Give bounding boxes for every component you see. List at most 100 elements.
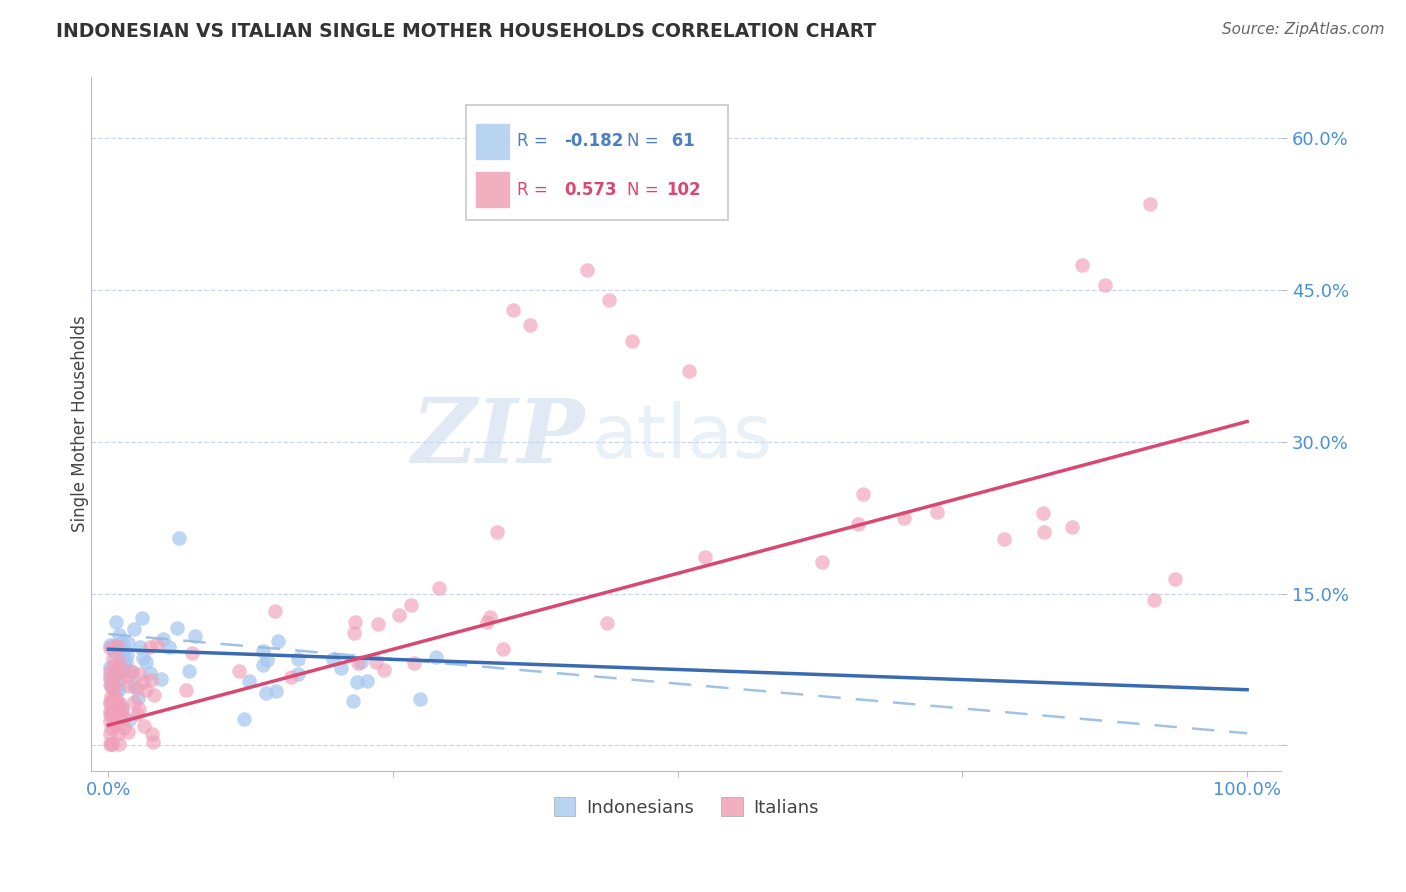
Point xyxy=(98,672,121,686)
Text: N =: N = xyxy=(627,132,658,150)
Point xyxy=(101,708,124,723)
Text: R =: R = xyxy=(517,132,554,150)
Point xyxy=(893,511,915,525)
Point xyxy=(1032,524,1054,539)
Point xyxy=(118,679,141,693)
Point xyxy=(111,656,134,670)
Point xyxy=(329,661,352,675)
Point xyxy=(344,615,367,630)
Point xyxy=(104,697,127,711)
Point xyxy=(98,660,121,674)
Point xyxy=(112,658,135,673)
Point xyxy=(356,674,378,689)
Point xyxy=(252,658,274,673)
Point xyxy=(157,640,180,654)
Point xyxy=(993,532,1015,546)
Point xyxy=(98,678,121,692)
Point xyxy=(114,711,136,725)
Point xyxy=(349,655,371,669)
Point xyxy=(287,652,309,666)
Point xyxy=(132,650,155,665)
Point xyxy=(98,695,121,709)
Point xyxy=(125,681,148,696)
Point xyxy=(143,689,166,703)
Point xyxy=(112,648,135,663)
Point xyxy=(388,608,411,623)
Point xyxy=(110,697,132,711)
Point xyxy=(347,656,370,670)
Point xyxy=(127,690,149,705)
Point xyxy=(101,652,124,666)
Point xyxy=(149,672,172,686)
Point xyxy=(184,629,207,643)
Text: R =: R = xyxy=(517,181,554,199)
Point xyxy=(101,694,124,708)
Point xyxy=(141,727,163,741)
Point xyxy=(103,681,125,696)
Point xyxy=(409,692,432,706)
Point xyxy=(142,735,165,749)
Point xyxy=(100,704,122,718)
Point xyxy=(145,637,167,651)
Text: ZIP: ZIP xyxy=(412,394,585,481)
Point xyxy=(98,664,121,678)
Point xyxy=(103,684,125,698)
Point xyxy=(232,712,254,726)
Point xyxy=(98,696,121,710)
Point xyxy=(103,659,125,673)
Point xyxy=(108,654,131,668)
Point xyxy=(115,648,138,662)
Point xyxy=(280,670,302,684)
Point xyxy=(141,673,163,688)
Point xyxy=(122,695,145,709)
Y-axis label: Single Mother Households: Single Mother Households xyxy=(72,316,89,533)
Text: 102: 102 xyxy=(666,181,700,199)
Point xyxy=(346,675,368,690)
Point xyxy=(98,707,121,722)
Point xyxy=(254,686,277,700)
Point xyxy=(138,640,160,655)
Point xyxy=(678,364,700,378)
Point xyxy=(479,609,502,624)
Point xyxy=(373,663,395,677)
Point xyxy=(115,669,138,683)
Point xyxy=(134,655,156,669)
Point xyxy=(112,722,135,736)
Point xyxy=(264,684,287,698)
Point xyxy=(103,669,125,683)
Point xyxy=(128,702,150,716)
Point xyxy=(925,506,948,520)
Point xyxy=(575,262,598,277)
Point xyxy=(105,692,128,706)
Point xyxy=(107,727,129,741)
Point xyxy=(129,640,152,654)
Point xyxy=(98,726,121,740)
Point xyxy=(693,549,716,564)
Point xyxy=(108,665,131,679)
Point xyxy=(252,644,274,658)
Point xyxy=(1163,572,1185,586)
FancyBboxPatch shape xyxy=(475,172,509,207)
Point xyxy=(367,617,389,632)
Point xyxy=(110,635,132,649)
Point xyxy=(852,486,875,500)
Point xyxy=(105,716,128,731)
Point xyxy=(846,517,869,532)
Point xyxy=(125,707,148,722)
Point xyxy=(100,639,122,653)
Point xyxy=(121,665,143,679)
Point xyxy=(238,673,260,688)
Point xyxy=(364,655,387,669)
Point xyxy=(132,719,155,733)
Point xyxy=(103,695,125,709)
Text: N =: N = xyxy=(627,181,658,199)
Point xyxy=(98,639,121,653)
Point xyxy=(621,334,644,348)
Point xyxy=(152,632,174,646)
Point xyxy=(117,635,139,649)
Point xyxy=(256,653,278,667)
Point xyxy=(1071,258,1094,272)
Point xyxy=(519,318,541,333)
Text: 61: 61 xyxy=(666,132,695,150)
Point xyxy=(598,293,620,307)
